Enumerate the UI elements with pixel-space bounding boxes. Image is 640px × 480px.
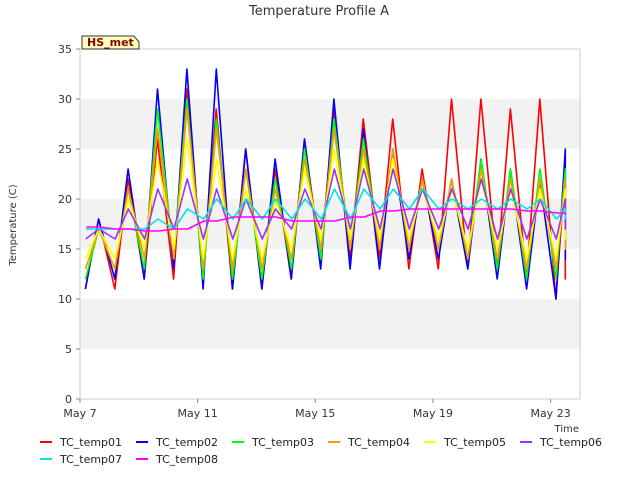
series-line-tc_temp08 (86, 208, 567, 232)
legend-label: TC_temp04 (347, 436, 410, 449)
y-tick-label: 20 (58, 193, 72, 206)
badge: HS_met (81, 35, 140, 50)
x-tick-label: May 23 (530, 407, 570, 420)
grid-band (80, 199, 580, 249)
legend-label: TC_temp06 (539, 436, 602, 449)
legend: TC_temp01 TC_temp02 TC_temp03 TC_temp04 TC_t… (40, 436, 602, 466)
y-tick-label: 25 (58, 143, 72, 156)
legend-label: TC_temp07 (59, 453, 122, 466)
legend-label: TC_temp03 (251, 436, 314, 449)
badge-label: HS_met (87, 36, 134, 49)
x-tick-label: May 15 (295, 407, 335, 420)
grid-bands (80, 49, 580, 399)
y-tick-label: 0 (65, 393, 72, 406)
legend-label: TC_temp05 (443, 436, 506, 449)
series-layer (84, 68, 567, 300)
x-tick-label: May 7 (63, 407, 96, 420)
series-line-tc_temp06 (85, 168, 567, 240)
legend-label: TC_temp08 (155, 453, 218, 466)
y-tick-label: 15 (58, 243, 72, 256)
grid-band (80, 49, 580, 99)
y-tick-label: 30 (58, 93, 72, 106)
y-axis-label: Temperature (C) (8, 184, 19, 266)
legend-label: TC_temp02 (155, 436, 218, 449)
x-tick-label: May 11 (178, 407, 218, 420)
grid-band (80, 249, 580, 299)
x-axis: May 7 May 11 May 15 May 19 May 23 (63, 399, 571, 420)
plot-area (79, 48, 581, 400)
legend-label: TC_temp01 (59, 436, 122, 449)
y-axis: 0 5 10 15 20 25 30 35 (58, 43, 80, 406)
series-line-tc_temp07 (85, 188, 567, 230)
grid-band (80, 349, 580, 399)
y-tick-label: 35 (58, 43, 72, 56)
grid-band (80, 299, 580, 349)
y-tick-label: 5 (65, 343, 72, 356)
y-tick-label: 10 (58, 293, 72, 306)
chart-title: Temperature Profile A (248, 4, 389, 19)
x-axis-label: Time (554, 424, 579, 435)
x-tick-label: May 19 (413, 407, 453, 420)
